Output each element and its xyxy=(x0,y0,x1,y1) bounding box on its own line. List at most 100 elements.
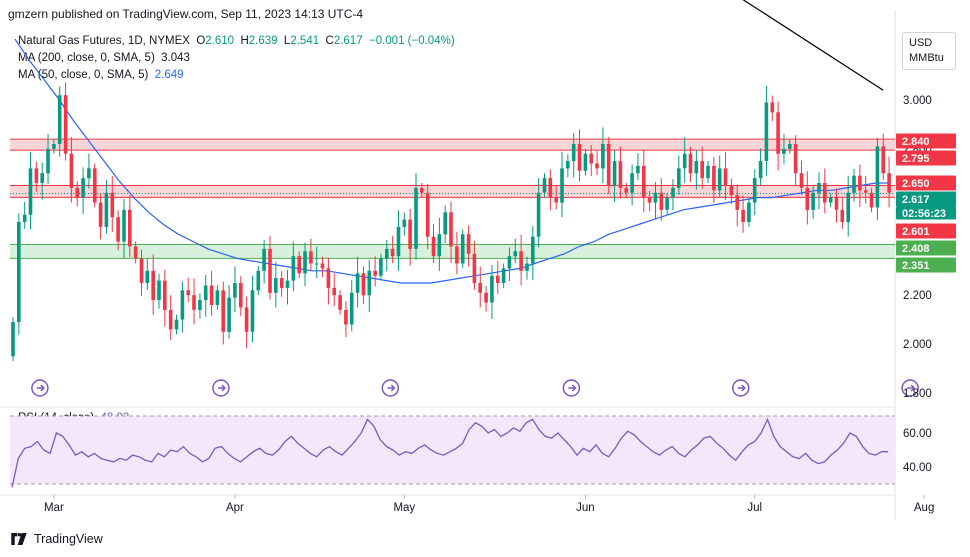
candle-body xyxy=(139,258,144,283)
time-tick-label: Aug xyxy=(914,502,934,514)
candle-body xyxy=(233,283,237,298)
candle xyxy=(484,285,488,312)
candle-body xyxy=(291,256,296,281)
candle-body xyxy=(63,95,68,154)
candle-body xyxy=(239,283,243,308)
symbol-name[interactable]: Natural Gas Futures, 1D, NYMEX xyxy=(18,35,190,47)
event-arrow-icon xyxy=(737,384,746,392)
candle xyxy=(659,178,664,221)
candle xyxy=(28,151,33,230)
candle-body xyxy=(653,192,658,203)
event-marker-jul[interactable] xyxy=(731,379,750,397)
candle xyxy=(326,257,331,305)
candle xyxy=(87,153,91,189)
open-label: O xyxy=(196,35,206,47)
candle xyxy=(694,150,699,190)
candle-body xyxy=(385,248,389,259)
candle-body xyxy=(677,168,681,188)
candle xyxy=(671,179,675,211)
ma200-row: MA (200, close, 0, SMA, 5) 3.043 xyxy=(18,50,455,67)
candle xyxy=(606,137,611,195)
candle xyxy=(22,202,27,229)
price-unit-selector[interactable]: USD MMBtu xyxy=(902,32,956,70)
candle xyxy=(34,161,39,192)
event-marker-apr[interactable] xyxy=(212,379,230,397)
candle xyxy=(250,275,255,343)
candle xyxy=(863,175,868,204)
low-value: 2.541 xyxy=(290,35,320,47)
time-tick-label: Jul xyxy=(747,502,762,514)
event-marker-jun[interactable] xyxy=(562,379,581,397)
candle xyxy=(887,156,891,208)
candle-body xyxy=(268,248,272,293)
candle xyxy=(788,139,792,154)
candle xyxy=(823,168,827,214)
candle-body xyxy=(128,209,132,247)
candle xyxy=(677,155,681,195)
candle-body xyxy=(168,309,173,330)
candle-body xyxy=(174,319,179,330)
ma200-label[interactable]: MA (200, close, 0, SMA, 5) xyxy=(18,52,155,64)
candle xyxy=(355,256,360,308)
event-arrow-icon xyxy=(568,384,577,392)
price-tag-bg xyxy=(896,133,956,149)
candle xyxy=(425,183,430,250)
candle-body xyxy=(601,144,605,169)
candle xyxy=(478,266,482,308)
candle-body xyxy=(373,270,377,276)
candle xyxy=(17,213,21,335)
candle xyxy=(209,270,214,316)
candle xyxy=(817,172,821,210)
candle xyxy=(782,134,786,165)
candle-body xyxy=(256,270,261,291)
candle xyxy=(151,254,155,315)
candle-body xyxy=(501,268,506,283)
candle xyxy=(104,180,109,234)
change-value: −0.001 (−0.04%) xyxy=(368,35,455,47)
candle xyxy=(174,314,179,335)
event-marker-mar[interactable] xyxy=(31,379,49,397)
candle xyxy=(688,146,693,183)
event-marker-aug[interactable] xyxy=(901,379,919,397)
candle-body xyxy=(694,161,699,174)
candle xyxy=(542,173,547,198)
candle-body xyxy=(98,202,103,227)
candle xyxy=(309,238,313,271)
candle-body xyxy=(606,144,611,186)
candle-body xyxy=(414,187,418,249)
candle-body xyxy=(303,251,307,274)
candle xyxy=(455,231,459,275)
event-arrow-icon xyxy=(907,384,916,392)
candle xyxy=(314,246,319,279)
candle xyxy=(297,251,301,279)
price-tag-bg xyxy=(896,191,956,207)
candle-body xyxy=(326,268,331,288)
candle-body xyxy=(314,263,319,265)
candle-body xyxy=(17,222,21,322)
event-marker-may[interactable] xyxy=(381,379,400,397)
candle xyxy=(472,241,477,290)
candle-body xyxy=(858,175,862,191)
event-markers[interactable] xyxy=(31,379,970,397)
candle-body xyxy=(157,280,161,301)
candle-body xyxy=(320,263,325,269)
candle xyxy=(729,178,734,204)
candle-body xyxy=(887,173,891,193)
candle-body xyxy=(682,153,687,169)
candle-body xyxy=(192,295,196,310)
candle-body xyxy=(402,219,407,227)
candle-body xyxy=(560,168,564,203)
footer-brand[interactable]: TradingView xyxy=(10,532,103,546)
candle xyxy=(385,240,389,272)
candle-body xyxy=(297,256,301,274)
candle-body xyxy=(420,187,424,193)
candle-body xyxy=(583,153,588,171)
candle-body xyxy=(846,192,850,223)
ma50-line xyxy=(14,38,892,284)
candle-body xyxy=(566,161,570,169)
candle xyxy=(630,164,634,206)
ma50-label[interactable]: MA (50, close, 0, SMA, 5) xyxy=(18,69,149,81)
candle xyxy=(700,146,704,189)
candle-body xyxy=(332,287,336,296)
